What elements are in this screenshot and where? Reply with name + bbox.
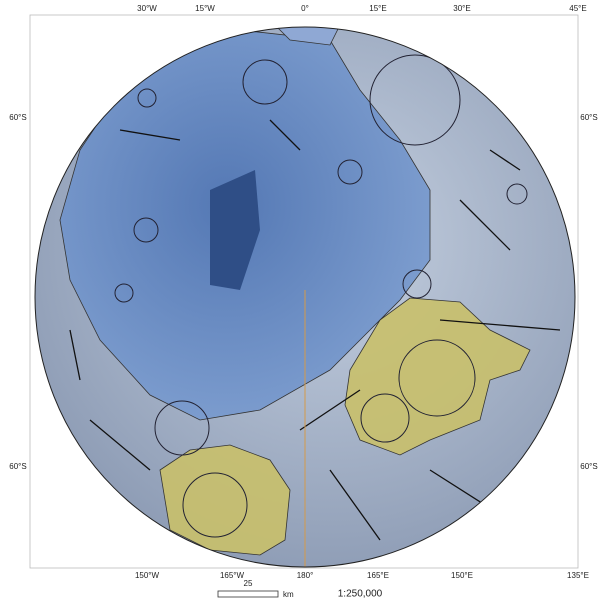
crater <box>402 269 432 299</box>
crater <box>182 472 248 538</box>
crater <box>506 183 528 205</box>
top-label: 45°E <box>569 4 586 13</box>
crater <box>154 400 210 456</box>
bottom-label: 150°W <box>135 571 160 580</box>
crater <box>398 339 476 417</box>
crater <box>369 54 461 146</box>
top-label: 30°E <box>453 4 470 13</box>
bottom-label: 165°E <box>367 571 389 580</box>
scale-distance: 25 <box>244 579 253 588</box>
map-surface <box>35 27 575 567</box>
bottom-label: 150°E <box>451 571 473 580</box>
map-outline <box>34 26 576 568</box>
top-label: 15°E <box>369 4 386 13</box>
ejecta-unit <box>159 444 291 556</box>
scale-bar <box>217 590 279 598</box>
top-label: 30°W <box>137 4 157 13</box>
map-frame <box>29 14 579 569</box>
crater <box>137 88 157 108</box>
right-label: 60°S <box>580 113 597 122</box>
right-label: 60°S <box>580 462 597 471</box>
basin-unit <box>268 27 341 46</box>
crater <box>114 283 134 303</box>
crater <box>133 217 159 243</box>
bottom-label: 180° <box>297 571 314 580</box>
top-label: 15°W <box>195 4 215 13</box>
top-label: 0° <box>301 4 309 13</box>
bottom-label: 135°E <box>567 571 589 580</box>
crater <box>360 393 410 443</box>
graticule-labels: 30°W 15°W 0° 15°E 30°E 45°E 150°W 165°W 180° 165°… <box>9 4 597 580</box>
crater <box>337 159 363 185</box>
bottom-label: 165°W <box>220 571 245 580</box>
left-label: 60°S <box>9 113 26 122</box>
dark-floor <box>210 170 260 290</box>
left-label: 60°S <box>9 462 26 471</box>
ejecta-unit <box>344 297 531 456</box>
scale-unit: km <box>283 590 294 599</box>
crater <box>242 59 288 105</box>
scale-ratio: 1:250,000 <box>338 589 383 600</box>
